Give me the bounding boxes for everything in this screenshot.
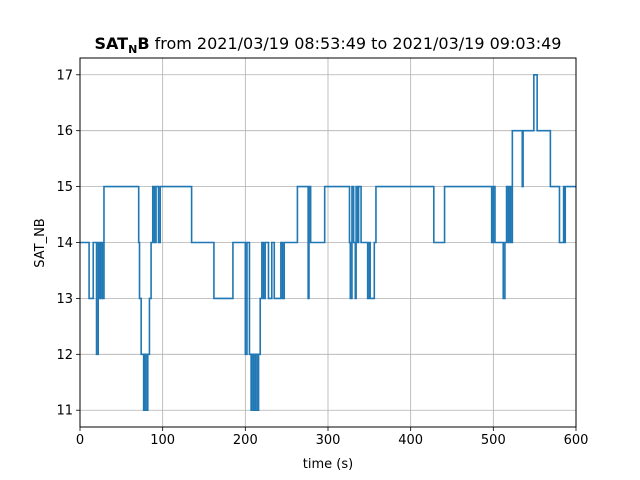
x-tick-label: 300 — [316, 433, 341, 448]
y-tick-label: 13 — [56, 292, 73, 307]
y-tick-label: 17 — [56, 68, 73, 83]
series-layer — [80, 73, 576, 412]
chart-title: SATNB from 2021/03/19 08:53:49 to 2021/0… — [95, 34, 562, 56]
x-tick-label: 200 — [233, 433, 258, 448]
y-tick-label: 11 — [56, 404, 73, 419]
series-line — [80, 73, 576, 412]
x-axis-label: time (s) — [303, 457, 353, 472]
title-bold-subscript: N — [128, 43, 137, 56]
y-tick-label: 15 — [56, 180, 73, 195]
x-tick-label: 500 — [481, 433, 506, 448]
title-bold-suffix: B — [137, 34, 149, 53]
x-tick-label: 600 — [564, 433, 589, 448]
x-tick-label: 400 — [398, 433, 423, 448]
ticks: 0 100 200 300 400 500 600 11 12 13 14 15 16 17 — [56, 68, 588, 448]
y-axis-label: SAT_NB — [33, 218, 48, 267]
x-tick-label: 0 — [76, 433, 84, 448]
y-tick-label: 14 — [56, 236, 73, 251]
title-rest: from 2021/03/19 08:53:49 to 2021/03/19 0… — [150, 34, 562, 53]
y-tick-label: 12 — [56, 348, 73, 363]
y-tick-label: 16 — [56, 124, 73, 139]
x-tick-label: 100 — [150, 433, 175, 448]
title-bold-prefix: SAT — [95, 34, 129, 53]
